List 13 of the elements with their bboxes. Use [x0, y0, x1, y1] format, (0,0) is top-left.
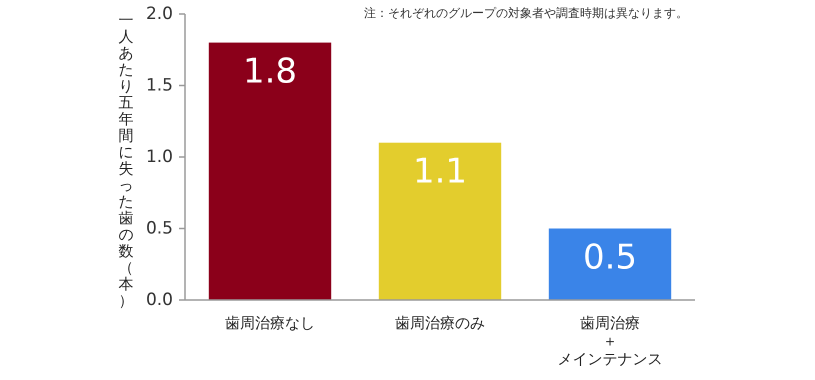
x-tick-label: 歯周治療なし — [225, 314, 315, 332]
y-tick-label: 0.5 — [146, 218, 173, 238]
y-tick-label: 0.0 — [146, 290, 173, 310]
y-tick-label: 1.0 — [146, 147, 173, 167]
data-label: 1.8 — [242, 52, 298, 92]
x-tick-label: 歯周治療のみ — [395, 314, 485, 332]
y-tick-label: 2.0 — [146, 4, 173, 24]
y-axis-title: 一人あたり五年間に失った歯の数（本） — [118, 10, 134, 310]
x-tick-label: 歯周治療＋メインテナンス — [558, 314, 662, 368]
annotation: 注：それぞれのグループの対象者や調査時期は異なります。 — [364, 6, 688, 20]
data-label: 1.1 — [412, 152, 468, 192]
data-label: 0.5 — [582, 238, 638, 278]
y-tick-label: 1.5 — [146, 76, 173, 96]
